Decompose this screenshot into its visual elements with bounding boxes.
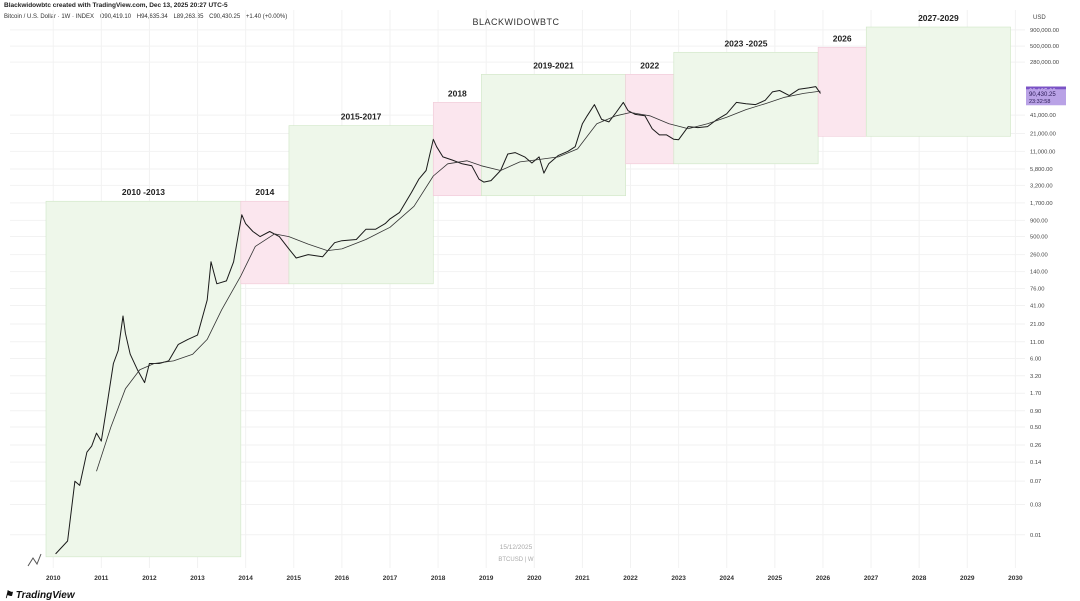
x-tick-label: 2018 — [431, 575, 446, 582]
cycle-zone — [432, 102, 482, 197]
cycle-zone-label: 2014 — [255, 187, 274, 197]
y-tick-label: 0.14 — [1030, 460, 1042, 466]
x-tick-label: 2019 — [479, 575, 494, 582]
x-tick-label: 2013 — [190, 575, 205, 582]
x-tick-label: 2025 — [768, 575, 783, 582]
logo-icon: ⚑ — [4, 590, 13, 601]
x-tick-label: 2010 — [46, 575, 61, 582]
chart-title: BLACKWIDOWBTC — [472, 17, 559, 27]
y-tick-label: 0.26 — [1030, 443, 1041, 449]
tradingview-logo: ⚑ TradingView — [4, 590, 75, 601]
y-tick-label: 0.01 — [1030, 533, 1041, 539]
y-tick-label: 900.00 — [1030, 218, 1048, 224]
ohlc-close: C90,430.25 — [209, 14, 241, 20]
x-tick-label: 2024 — [719, 575, 734, 582]
x-tick-label: 2020 — [527, 575, 542, 582]
cycle-zone — [288, 125, 434, 285]
symbol-quote: Bitcoin / U.S. Dollar · 1W · INDEX O90,4… — [4, 14, 291, 20]
x-tick-label: 2028 — [912, 575, 927, 582]
cycle-zone — [817, 46, 867, 137]
x-tick-label: 2014 — [238, 575, 253, 582]
cycle-zone-label: 2022 — [640, 60, 659, 70]
y-tick-label: 21,000.00 — [1030, 132, 1056, 138]
cycle-zone — [240, 200, 290, 285]
cycle-zone-label: 2026 — [833, 33, 852, 43]
last-price-tag-box — [1026, 89, 1066, 106]
cycle-zone — [45, 200, 242, 558]
cycle-zone-label: 2023 -2025 — [724, 38, 767, 48]
y-tick-label: 5,800.00 — [1030, 167, 1053, 173]
y-tick-label: 900,000.00 — [1030, 28, 1059, 34]
y-tick-label: 0.07 — [1030, 479, 1041, 485]
creator-text: Blackwidowbtc created with TradingView.c… — [4, 2, 228, 9]
y-tick-label: 41,000.00 — [1030, 113, 1056, 119]
ohlc-open: O90,419.10 — [99, 14, 132, 20]
ohlc-low: L89,263.35 — [173, 14, 204, 20]
x-tick-label: 2017 — [383, 575, 398, 582]
y-tick-label: 140.00 — [1030, 270, 1048, 276]
cycle-zone-label: 2018 — [448, 88, 467, 98]
drawing-tool-icon — [27, 553, 42, 567]
y-tick-label: 280,000.00 — [1030, 60, 1059, 66]
cursor-date: 15/12/2025 — [500, 544, 533, 551]
y-tick-label: 3,200.00 — [1030, 183, 1053, 189]
y-tick-label: 0.90 — [1030, 409, 1041, 415]
y-tick-label: 3.20 — [1030, 374, 1041, 380]
cycle-zone-label: 2019-2021 — [533, 60, 574, 70]
y-tick-label: 500.00 — [1030, 235, 1048, 241]
x-tick-label: 2029 — [960, 575, 975, 582]
y-tick-label: 76.00 — [1030, 286, 1045, 292]
x-tick-label: 2030 — [1008, 575, 1023, 582]
y-tick-label: 1,700.00 — [1030, 201, 1053, 207]
moving-average-line — [96, 90, 821, 472]
cycle-zone-label: 2027-2029 — [918, 13, 959, 23]
x-tick-label: 2012 — [142, 575, 157, 582]
y-tick-label: 500,000.00 — [1030, 44, 1059, 50]
y-tick-label: 0.50 — [1030, 425, 1041, 431]
y-tick-label: 1.70 — [1030, 391, 1041, 397]
x-tick-label: 2023 — [671, 575, 686, 582]
y-tick-label: 0.03 — [1030, 503, 1041, 509]
cycle-zone — [481, 73, 627, 197]
last-price-tag: 90,430.25 — [1029, 92, 1056, 98]
x-tick-label: 2026 — [816, 575, 831, 582]
x-tick-label: 2016 — [335, 575, 350, 582]
y-tick-label: 6.00 — [1030, 356, 1041, 362]
x-tick-label: 2015 — [287, 575, 302, 582]
chart-header: Blackwidowbtc created with TradingView.c… — [4, 2, 228, 9]
bar-countdown: 23:32:58 — [1029, 99, 1050, 105]
y-tick-label: 260.00 — [1030, 253, 1048, 259]
y-tick-label: 21.00 — [1030, 322, 1045, 328]
x-tick-label: 2011 — [94, 575, 108, 582]
cycle-zone-label: 2015-2017 — [341, 112, 382, 122]
x-tick-label: 2027 — [864, 575, 879, 582]
cycle-zone — [673, 51, 819, 165]
ticker-watermark: BTCUSD | W — [498, 557, 534, 563]
logo-text: TradingView — [15, 590, 75, 601]
y-tick-label: 11,000.00 — [1030, 149, 1055, 155]
cycle-zone-label: 2010 -2013 — [122, 187, 165, 197]
cycle-zone — [625, 73, 675, 165]
y-tick-label: 41.00 — [1030, 303, 1045, 309]
ohlc-change: +1.40 (+0.00%) — [245, 14, 288, 20]
cycle-zone — [865, 26, 1011, 137]
x-tick-label: 2021 — [575, 575, 590, 582]
y-tick-label: 11.00 — [1030, 340, 1044, 346]
y-axis-title: USD — [1033, 15, 1046, 21]
price-series-line — [55, 86, 821, 555]
ohlc-high: H94,635.34 — [136, 14, 168, 20]
symbol-name[interactable]: Bitcoin / U.S. Dollar · 1W · INDEX — [4, 14, 95, 20]
x-tick-label: 2022 — [623, 575, 638, 582]
